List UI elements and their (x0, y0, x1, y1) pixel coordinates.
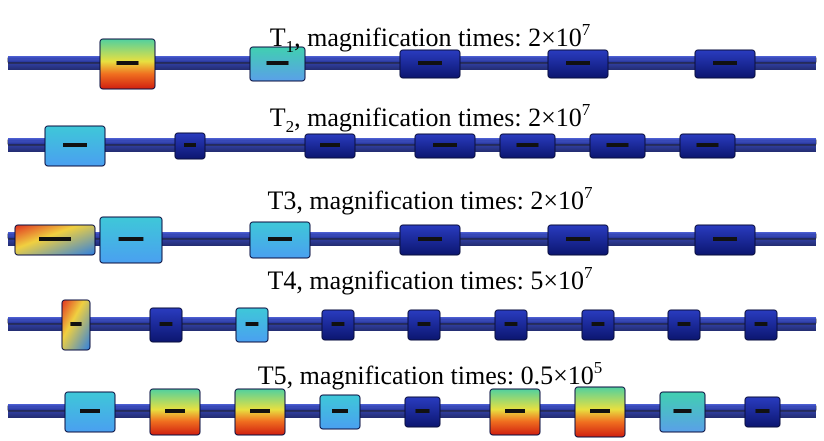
collar-slot (80, 409, 100, 413)
caption-subscript: 2 (286, 117, 295, 136)
caption: T1, magnification times: 2×107 (270, 20, 591, 56)
collar-slot (39, 237, 71, 241)
collar-slot (250, 409, 270, 413)
caption-title: T4 (267, 266, 296, 295)
collar-slot (70, 322, 81, 326)
collar-slot (119, 237, 144, 241)
caption-title: T3 (267, 186, 296, 215)
collar-slot (566, 237, 590, 241)
collar-slot (268, 237, 292, 241)
collar-slot (246, 322, 259, 326)
collar-slot (755, 322, 768, 326)
collar-slot (433, 143, 457, 147)
caption-superscript: 7 (582, 20, 591, 39)
figure: T1, magnification times: 2×107T2, magnif… (0, 0, 824, 441)
collar-slot (160, 322, 173, 326)
caption-text: , magnification times: 0.5×10 (287, 361, 594, 390)
collar-slot (332, 322, 345, 326)
collar-slot (592, 322, 605, 326)
panel: T4, magnification times: 5×107 (8, 263, 816, 350)
panel: T1, magnification times: 2×107 (8, 20, 816, 89)
collar-slot (267, 61, 289, 65)
caption-text: , magnification times: 5×10 (296, 266, 584, 295)
caption: T3, magnification times: 2×107 (267, 183, 593, 215)
collar-slot (165, 409, 185, 413)
collar-slot (320, 143, 340, 147)
collar-slot (566, 61, 590, 65)
collar-slot (418, 237, 442, 241)
collar-slot (505, 409, 525, 413)
collar-slot (332, 409, 348, 413)
caption-title: T (270, 23, 286, 52)
collar-slot (63, 143, 87, 147)
collar-slot (607, 143, 629, 147)
caption-superscript: 5 (594, 358, 603, 377)
collar-slot (117, 61, 139, 65)
panel: T3, magnification times: 2×107 (8, 183, 816, 263)
collar-slot (713, 61, 737, 65)
collar-slot (713, 237, 737, 241)
collar-slot (184, 143, 196, 147)
caption-text: , magnification times: 2×10 (296, 186, 584, 215)
panel: T2, magnification times: 2×107 (8, 100, 816, 166)
collar-slot (418, 322, 431, 326)
caption-superscript: 7 (584, 263, 593, 282)
caption-superscript: 7 (584, 183, 593, 202)
caption-title: T5 (258, 361, 287, 390)
collar-slot (590, 409, 610, 413)
caption: T2, magnification times: 2×107 (270, 100, 591, 136)
caption-title: T (270, 103, 286, 132)
caption: T4, magnification times: 5×107 (267, 263, 593, 295)
collar-slot (517, 143, 539, 147)
panel: T5, magnification times: 0.5×105 (8, 358, 816, 437)
caption-subscript: 1 (286, 37, 295, 56)
caption-text: , magnification times: 2×10 (294, 103, 582, 132)
caption-superscript: 7 (582, 100, 591, 119)
collar-slot (678, 322, 691, 326)
caption: T5, magnification times: 0.5×105 (258, 358, 603, 390)
collar-slot (756, 409, 770, 413)
collar-slot (418, 61, 442, 65)
collar-slot (674, 409, 692, 413)
collar-slot (416, 409, 430, 413)
collar-slot (505, 322, 518, 326)
collar-slot (697, 143, 719, 147)
caption-text: , magnification times: 2×10 (294, 23, 582, 52)
page: {"panels": [ {"title": "T", "subscript":… (0, 0, 824, 441)
